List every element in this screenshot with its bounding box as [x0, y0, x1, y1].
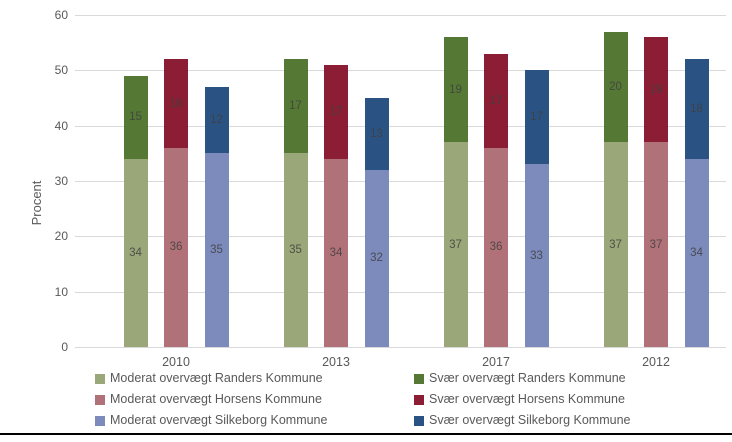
- legend-swatch-icon: [414, 394, 424, 405]
- bar-randers-2012-svaer: [603, 31, 628, 143]
- legend-item-randers-svaer: Svær overvægt Randers Kommune: [414, 371, 626, 386]
- legend-label: Svær overvægt Silkeborg Kommune: [429, 413, 631, 427]
- bar-value-label: 19: [449, 83, 462, 96]
- x-category-label-2012: 2012: [642, 355, 670, 369]
- bar-value-label: 13: [370, 127, 383, 140]
- legend-label: Moderat overvægt Silkeborg Kommune: [110, 413, 328, 427]
- gridline: [75, 347, 726, 348]
- gridline: [75, 236, 726, 238]
- bar-randers-2017-moderat: [443, 142, 468, 347]
- bar-value-label: 33: [530, 249, 543, 262]
- y-tick-label: 0: [61, 340, 68, 354]
- bar-value-label: 18: [690, 103, 703, 116]
- bar-value-label: 36: [169, 241, 183, 254]
- bar-value-label: 37: [609, 238, 622, 251]
- legend-label: Moderat overvægt Randers Kommune: [110, 371, 323, 385]
- bar-value-label: 34: [129, 246, 142, 259]
- bar-horsens-2012-svaer: [644, 37, 668, 143]
- y-tick-label: 10: [54, 284, 68, 299]
- y-axis-title: Procent: [29, 180, 44, 226]
- bar-value-label: 34: [690, 246, 703, 259]
- bar-value-label: 37: [649, 238, 663, 251]
- legend-swatch-icon: [414, 373, 424, 384]
- legend-item-randers-moderat: Moderat overvægt Randers Kommune: [95, 371, 323, 386]
- bar-value-label: 17: [530, 111, 543, 124]
- bar-value-label: 17: [329, 105, 343, 118]
- bar-randers-2010-svaer: [123, 75, 148, 159]
- legend-label: Svær overvægt Horsens Kommune: [429, 392, 625, 406]
- bar-value-label: 17: [489, 94, 503, 107]
- bar-value-label: 35: [289, 244, 302, 257]
- legend-label: Moderat overvægt Horsens Kommune: [110, 392, 322, 406]
- bottom-border-line: [0, 433, 732, 435]
- bar-value-label: 36: [489, 241, 503, 254]
- legend-swatch-icon: [95, 415, 105, 426]
- bar-value-label: 15: [129, 111, 142, 124]
- legend-item-silkeborg-moderat: Moderat overvægt Silkeborg Kommune: [95, 413, 327, 428]
- y-tick-label: 40: [54, 118, 68, 133]
- bar-value-label: 19: [649, 83, 663, 96]
- x-category-label-2010: 2010: [162, 355, 190, 369]
- legend-swatch-icon: [95, 373, 105, 384]
- bar-value-label: 17: [289, 100, 302, 113]
- gridline: [75, 125, 726, 127]
- bar-horsens-2012-moderat: [644, 142, 668, 347]
- bar-silkeborg-2013-svaer: [364, 98, 389, 170]
- bar-randers-2017-svaer: [443, 37, 468, 143]
- y-tick-label: 30: [54, 174, 68, 188]
- y-tick-label: 60: [54, 8, 68, 22]
- bar-value-label: 35: [210, 244, 223, 257]
- legend-swatch-icon: [95, 394, 105, 405]
- bar-value-label: 20: [609, 80, 622, 93]
- bar-silkeborg-2012-moderat: [684, 158, 709, 347]
- bar-silkeborg-2017-moderat: [524, 164, 549, 347]
- bar-randers-2010-moderat: [123, 158, 148, 347]
- gridline: [75, 291, 726, 293]
- gridline: [75, 15, 726, 16]
- bar-silkeborg-2013-moderat: [364, 169, 389, 347]
- bar-value-label: 37: [449, 238, 462, 251]
- bar-silkeborg-2012-svaer: [684, 59, 709, 159]
- bar-value-label: 32: [370, 252, 383, 265]
- bar-horsens-2013-svaer: [324, 64, 348, 159]
- gridline: [75, 181, 726, 182]
- x-category-label-2013: 2013: [322, 355, 350, 369]
- bar-horsens-2013-moderat: [324, 158, 348, 347]
- gridline: [75, 70, 726, 72]
- bar-horsens-2010-svaer: [164, 59, 188, 148]
- y-tick-label: 50: [54, 63, 68, 78]
- legend-swatch-icon: [414, 415, 424, 426]
- bar-value-label: 34: [329, 246, 343, 259]
- legend-label: Svær overvægt Randers Kommune: [429, 371, 626, 385]
- bar-randers-2012-moderat: [603, 142, 628, 347]
- bar-silkeborg-2010-svaer: [204, 86, 229, 154]
- bar-horsens-2010-moderat: [164, 147, 188, 347]
- x-category-label-2017: 2017: [482, 355, 510, 369]
- bar-horsens-2017-moderat: [484, 147, 508, 347]
- bar-horsens-2017-svaer: [484, 53, 508, 148]
- legend-item-horsens-svaer: Svær overvægt Horsens Kommune: [414, 392, 625, 407]
- bar-silkeborg-2010-moderat: [204, 153, 229, 347]
- legend-item-silkeborg-svaer: Svær overvægt Silkeborg Kommune: [414, 413, 630, 428]
- y-tick-label: 20: [54, 229, 68, 244]
- bar-randers-2013-moderat: [283, 153, 308, 347]
- bar-value-label: 16: [169, 97, 183, 110]
- bar-randers-2013-svaer: [283, 59, 308, 154]
- bar-value-label: 12: [210, 114, 223, 127]
- legend-item-horsens-moderat: Moderat overvægt Horsens Kommune: [95, 392, 322, 407]
- bar-silkeborg-2017-svaer: [524, 70, 549, 165]
